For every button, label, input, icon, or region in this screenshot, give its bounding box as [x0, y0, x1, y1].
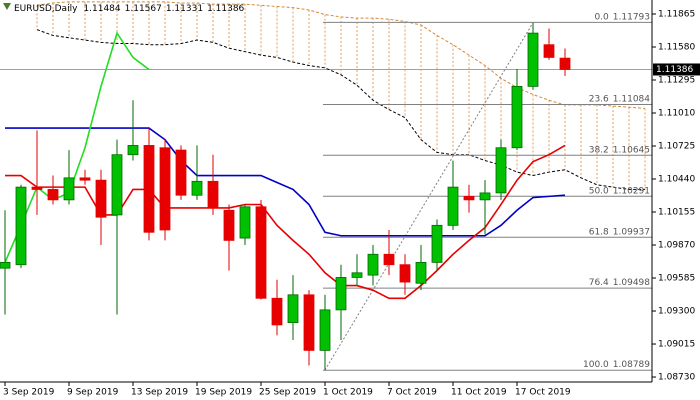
candle-body: [559, 57, 571, 70]
x-tick-label: 13 Sep 2019: [131, 388, 188, 398]
symbol-icon: [3, 3, 11, 10]
fib-ratio: 76.4: [589, 278, 609, 288]
candle-body: [0, 261, 11, 269]
candle-body: [63, 177, 75, 201]
header-high: 1.11567: [125, 4, 162, 14]
fib-label: 50.0 1.10291: [589, 186, 650, 196]
x-tick-label: 19 Sep 2019: [195, 388, 252, 398]
fib-label: 100.0 1.08789: [583, 360, 650, 370]
y-tick-label: 1.11580: [658, 43, 695, 53]
candle-body: [463, 195, 475, 201]
candle-body: [255, 206, 267, 299]
fib-trend: [324, 22, 534, 371]
cloud-span-a: [36, 1, 646, 109]
y-tick-label: 1.09870: [658, 241, 695, 251]
fib-ratio: 61.8: [589, 227, 609, 237]
current-price-label: 1.11386: [656, 65, 693, 75]
x-tick-label: 3 Sep 2019: [3, 388, 55, 398]
candle-body: [95, 179, 107, 218]
y-tick-label: 1.09300: [658, 307, 695, 317]
fib-price: 1.11084: [613, 94, 650, 104]
fib-ratio: 38.2: [589, 145, 609, 155]
candle-body: [447, 186, 459, 226]
candle-body: [79, 177, 91, 181]
x-tick-label: 25 Sep 2019: [259, 388, 316, 398]
candle-body: [127, 145, 139, 156]
fib-label: 38.2 1.10645: [589, 145, 650, 155]
candle-body: [271, 297, 283, 326]
fib-price: 1.09937: [613, 227, 650, 237]
x-tick-label: 17 Oct 2019: [515, 388, 571, 398]
fib-ratio: 23.6: [589, 94, 609, 104]
plot-area: [0, 1, 652, 371]
x-tick-label: 11 Oct 2019: [451, 388, 507, 398]
candle-body: [175, 149, 187, 196]
candle-body: [47, 189, 59, 201]
fib-label: 23.6 1.11084: [589, 94, 651, 104]
x-tick-label: 7 Oct 2019: [387, 388, 437, 398]
candle-body: [383, 253, 395, 266]
candle-body: [543, 44, 555, 58]
candle-body: [15, 186, 27, 266]
candle-body: [319, 309, 331, 351]
fib-price: 1.10291: [613, 186, 650, 196]
current-price-box: [653, 63, 700, 76]
header-close: 1.11386: [207, 4, 244, 14]
y-tick-label: 1.11295: [658, 76, 695, 86]
symbol: EURUSD,Daily: [14, 4, 78, 14]
x-tick-label: 9 Sep 2019: [67, 388, 119, 398]
candle-body: [239, 206, 251, 239]
candle-body: [31, 186, 43, 190]
candle-body: [511, 85, 523, 149]
candle-body: [159, 147, 171, 231]
candle-body: [351, 272, 363, 278]
y-tick-label: 1.09015: [658, 340, 695, 350]
fib-ratio: 0.0: [594, 12, 609, 22]
header-low: 1.11331: [166, 4, 203, 14]
y-tick-label: 1.11010: [658, 109, 695, 119]
fib-label: 61.8 1.09937: [589, 227, 650, 237]
fib-price: 1.11793: [613, 12, 650, 22]
candle-body: [191, 180, 203, 196]
candle-body: [399, 264, 411, 283]
candle-body: [207, 180, 219, 209]
fib-label: 0.0 1.11793: [594, 12, 650, 22]
y-tick-label: 1.11865: [658, 10, 695, 20]
cloud-span-b: [36, 29, 645, 190]
candle-body: [111, 154, 123, 216]
chart-header: EURUSD,Daily 1.11484 1.11567 1.11331 1.11386: [14, 4, 245, 14]
candle-body: [415, 261, 427, 284]
fib-label: 76.4 1.09498: [589, 278, 651, 288]
y-tick-label: 1.10155: [658, 208, 695, 218]
candle-body: [431, 224, 443, 263]
y-tick-label: 1.09585: [658, 274, 695, 284]
y-tick-label: 1.10440: [658, 175, 695, 185]
fib-ratio: 100.0: [583, 360, 609, 370]
candle-body: [223, 209, 235, 241]
fib-price: 1.10645: [613, 145, 650, 155]
y-tick-label: 1.08730: [658, 373, 695, 383]
candle-body: [335, 277, 347, 311]
candle-body: [479, 192, 491, 201]
fib-price: 1.08789: [613, 360, 650, 370]
fib-price: 1.09498: [613, 278, 650, 288]
candle-body: [527, 32, 539, 87]
candle-body: [495, 147, 507, 194]
y-tick-label: 1.10725: [658, 142, 695, 152]
indicator-line: [5, 127, 566, 237]
candle-body: [303, 294, 315, 351]
candle-body: [287, 294, 299, 323]
candle-body: [143, 145, 155, 233]
header-open: 1.11484: [83, 4, 120, 14]
x-tick-label: 1 Oct 2019: [323, 388, 373, 398]
indicator-line: [4, 31, 150, 263]
candle-body: [367, 253, 379, 276]
fib-ratio: 50.0: [589, 186, 609, 196]
